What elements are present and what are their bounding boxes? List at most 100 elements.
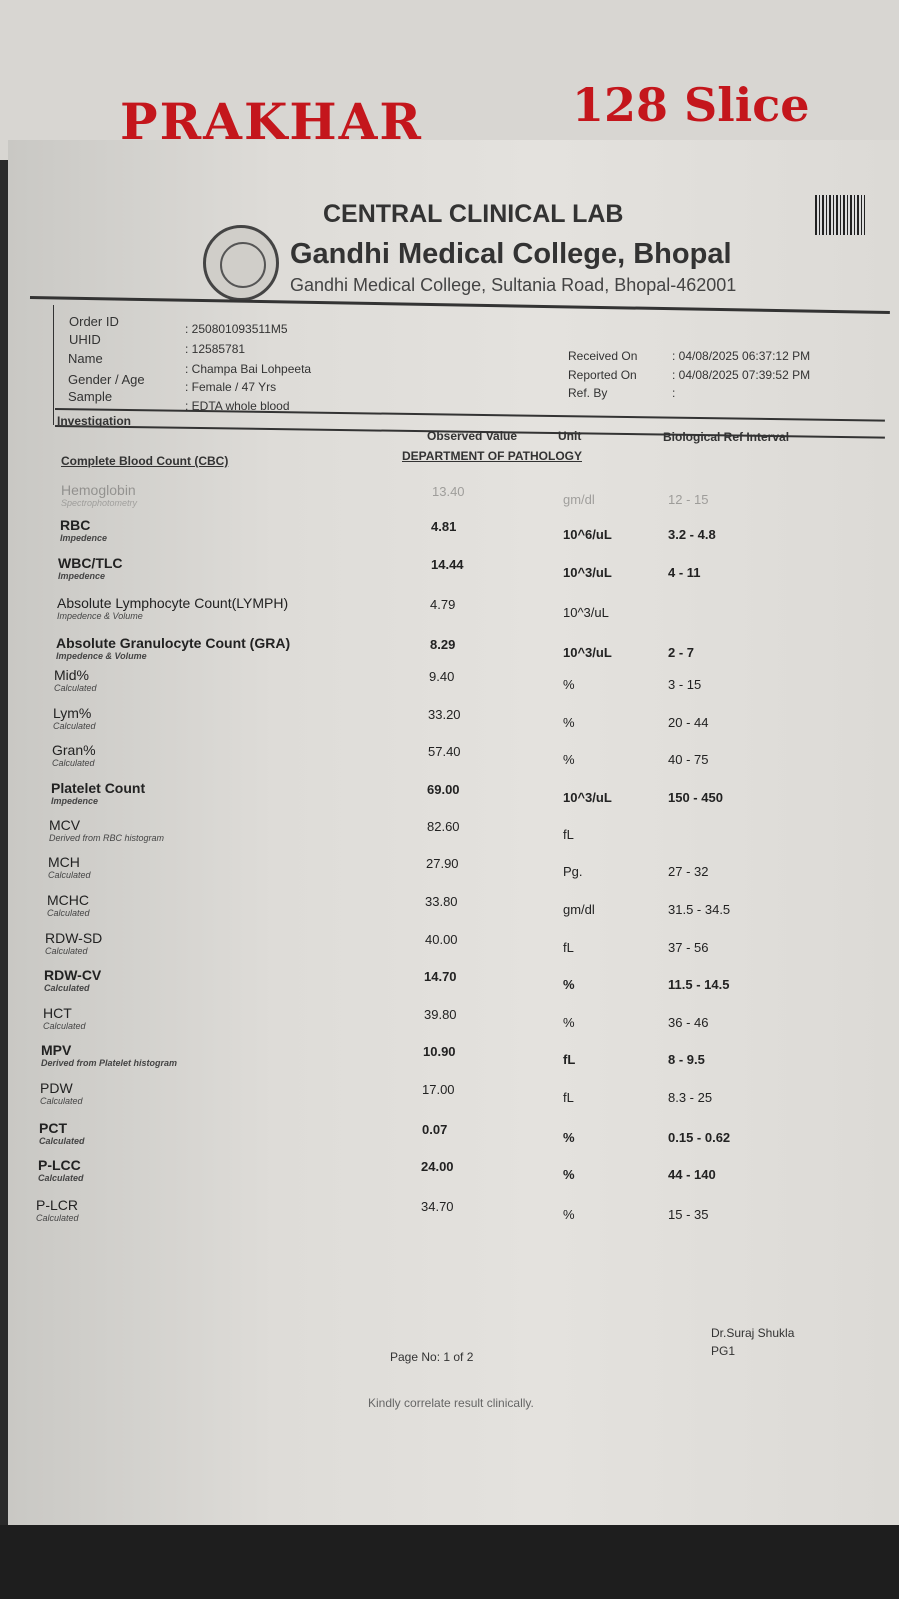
barcode xyxy=(815,195,865,235)
college-name: Gandhi Medical College, Bhopal xyxy=(290,238,732,270)
test-value: 4.79 xyxy=(430,597,456,612)
test-method: Impedence & Volume xyxy=(56,651,147,661)
test-unit: fL xyxy=(563,1052,576,1067)
test-label: MCV xyxy=(49,817,81,833)
test-unit: % xyxy=(563,1167,575,1182)
test-value: 33.20 xyxy=(428,707,461,722)
test-unit: % xyxy=(563,715,575,730)
test-value: 14.44 xyxy=(431,557,464,572)
background-surface xyxy=(0,1525,899,1599)
test-unit: Pg. xyxy=(563,864,583,879)
reported-label: Reported On xyxy=(568,368,637,382)
observed-value-header: Observed Value xyxy=(427,429,518,443)
college-seal-logo xyxy=(203,225,279,301)
background-sheet xyxy=(0,0,899,160)
test-label: RDW-CV xyxy=(44,967,102,983)
test-unit: % xyxy=(563,752,575,767)
test-name: PCT Calculated xyxy=(39,1120,85,1146)
test-method: Derived from Platelet histogram xyxy=(41,1058,178,1068)
test-value: 13.40 xyxy=(432,484,465,499)
test-name: P-LCR Calculated xyxy=(36,1197,79,1223)
test-name: MPV Derived from Platelet histogram xyxy=(41,1042,177,1068)
test-label: Gran% xyxy=(52,742,96,758)
test-ref-interval: 3.2 - 4.8 xyxy=(668,527,716,542)
test-ref-interval: 12 - 15 xyxy=(668,492,709,507)
ref-interval-header: Biological Ref Interval xyxy=(663,430,790,444)
test-name: P-LCC Calculated xyxy=(38,1157,84,1183)
report-paper xyxy=(8,140,899,1530)
test-unit: gm/dl xyxy=(563,492,595,507)
test-name: Hemoglobin Spectrophotometry xyxy=(61,482,137,508)
test-label: RBC xyxy=(60,517,91,533)
test-name: Lym% Calculated xyxy=(53,705,96,731)
order-id-value: : 250801093511M5 xyxy=(185,322,288,336)
college-address: Gandhi Medical College, Sultania Road, B… xyxy=(290,275,737,295)
test-ref-interval: 27 - 32 xyxy=(668,864,709,879)
order-id-label: Order ID xyxy=(69,314,119,329)
test-ref-interval: 15 - 35 xyxy=(668,1207,709,1222)
received-value: : 04/08/2025 06:37:12 PM xyxy=(672,349,811,363)
test-name: WBC/TLC Impedence xyxy=(58,555,123,581)
page-number: Page No: 1 of 2 xyxy=(390,1350,474,1364)
test-label: P-LCC xyxy=(38,1157,81,1173)
test-value: 34.70 xyxy=(421,1199,454,1214)
test-unit: 10^3/uL xyxy=(563,565,612,580)
test-ref-interval: 31.5 - 34.5 xyxy=(668,902,731,917)
test-method: Impedence xyxy=(60,533,108,543)
test-label: MPV xyxy=(41,1042,72,1058)
test-method: Calculated xyxy=(53,721,96,731)
uhid-label: UHID xyxy=(69,332,101,347)
test-ref-interval: 8.3 - 25 xyxy=(668,1090,713,1105)
sample-label: Sample xyxy=(68,389,113,404)
uhid-value: : 12585781 xyxy=(185,342,246,356)
name-value: : Champa Bai Lohpeeta xyxy=(185,362,312,376)
test-unit: 10^3/uL xyxy=(563,645,612,660)
test-name: RBC Impedence xyxy=(60,517,107,543)
test-label: Mid% xyxy=(54,667,90,683)
investigation-header: Investigation xyxy=(57,414,132,428)
test-ref-interval: 0.15 - 0.62 xyxy=(668,1130,731,1145)
test-name: Platelet Count Impedence xyxy=(51,780,145,806)
test-unit: % xyxy=(563,1207,575,1222)
received-label: Received On xyxy=(568,349,638,363)
doctor-designation: PG1 xyxy=(711,1344,736,1358)
test-ref-interval: 44 - 140 xyxy=(668,1167,716,1182)
test-ref-interval: 3 - 15 xyxy=(668,677,702,692)
test-label: P-LCR xyxy=(36,1197,79,1213)
test-name: Absolute Granulocyte Count (GRA) Impedenc… xyxy=(56,635,290,661)
test-name: PDW Calculated xyxy=(40,1080,83,1106)
patient-info-box xyxy=(53,305,884,425)
test-value: 17.00 xyxy=(422,1082,455,1097)
test-method: Impedence & Volume xyxy=(57,611,143,621)
test-name: MCH Calculated xyxy=(48,854,91,880)
gender-age-value: : Female / 47 Yrs xyxy=(185,380,277,394)
reported-value: : 04/08/2025 07:39:52 PM xyxy=(672,368,811,382)
test-ref-interval: 2 - 7 xyxy=(668,645,695,660)
test-name: RDW-CV Calculated xyxy=(44,967,101,993)
test-unit: fL xyxy=(563,940,574,955)
test-ref-interval: 150 - 450 xyxy=(668,790,723,805)
test-label: MCH xyxy=(48,854,80,870)
footer-note: Kindly correlate result clinically. xyxy=(368,1396,534,1410)
test-method: Calculated xyxy=(52,758,95,768)
test-value: 10.90 xyxy=(423,1044,456,1059)
ref-by-value: : xyxy=(672,386,676,400)
test-unit: 10^3/uL xyxy=(563,790,612,805)
test-label: Lym% xyxy=(53,705,92,721)
test-method: Calculated xyxy=(38,1173,84,1183)
test-value: 57.40 xyxy=(428,744,461,759)
test-unit: 10^3/uL xyxy=(563,605,609,620)
test-ref-interval: 40 - 75 xyxy=(668,752,709,767)
lab-title: CENTRAL CLINICAL LAB xyxy=(323,200,624,228)
test-unit: % xyxy=(563,1015,575,1030)
test-value: 8.29 xyxy=(430,637,456,652)
test-method: Calculated xyxy=(47,908,90,918)
test-name: MCV Derived from RBC histogram xyxy=(49,817,164,843)
test-value: 40.00 xyxy=(425,932,458,947)
test-method: Calculated xyxy=(54,683,97,693)
test-name: Mid% Calculated xyxy=(54,667,97,693)
test-method: Calculated xyxy=(43,1021,86,1031)
test-name: Gran% Calculated xyxy=(52,742,96,768)
test-method: Impedence xyxy=(58,571,106,581)
test-ref-interval: 20 - 44 xyxy=(668,715,709,730)
